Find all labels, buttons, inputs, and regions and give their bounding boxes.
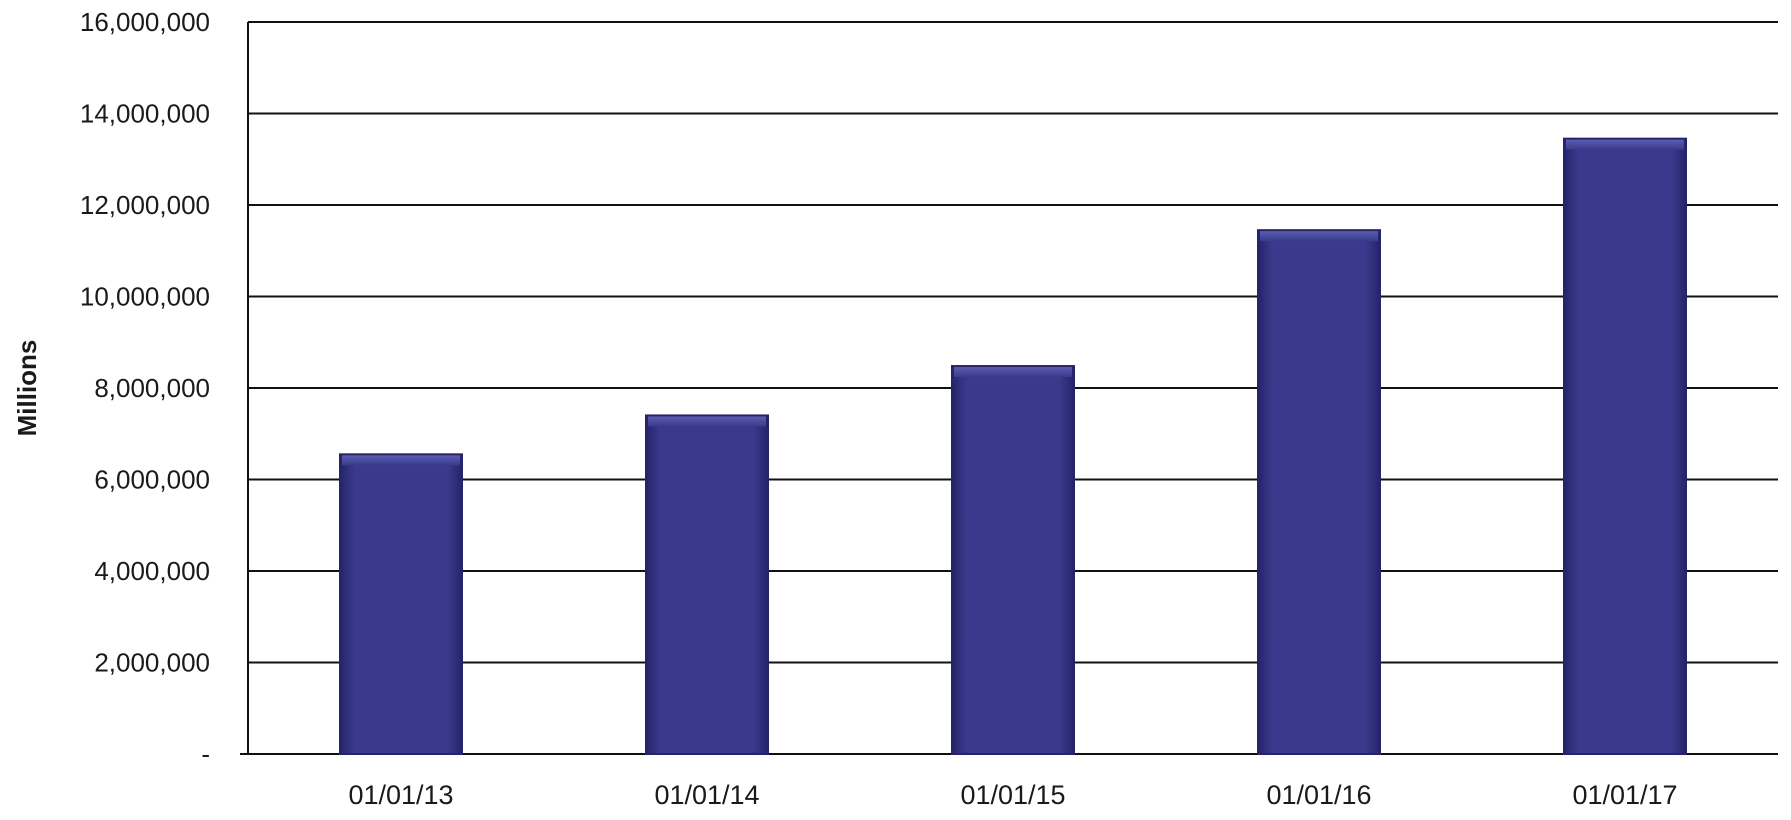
bar-cap <box>954 367 1072 378</box>
y-tick-label: 12,000,000 <box>80 190 210 220</box>
y-tick-label: 16,000,000 <box>80 7 210 37</box>
x-tick-labels: 01/01/13 01/01/14 01/01/15 01/01/16 01/01/17 <box>348 780 1677 810</box>
bar <box>1563 137 1687 756</box>
y-tick-label: 4,000,000 <box>94 556 210 586</box>
y-tick-label: - <box>201 739 210 769</box>
y-tick-labels: - 2,000,000 4,000,000 6,000,000 8,000,000 10,… <box>80 7 210 769</box>
y-tick-label: 2,000,000 <box>94 648 210 678</box>
y-tick-label: 10,000,000 <box>80 282 210 312</box>
bar <box>339 453 463 755</box>
y-tick-label: 14,000,000 <box>80 99 210 129</box>
bar-cap <box>342 455 460 466</box>
bar-cap <box>648 416 766 427</box>
y-tick-label: 6,000,000 <box>94 465 210 495</box>
bar-cap <box>1260 231 1378 242</box>
x-tick-label: 01/01/17 <box>1572 780 1677 810</box>
x-tick-label: 01/01/15 <box>960 780 1065 810</box>
x-tick-label: 01/01/13 <box>348 780 453 810</box>
x-tick-label: 01/01/16 <box>1266 780 1371 810</box>
y-tick-label: 8,000,000 <box>94 373 210 403</box>
bar <box>1257 229 1381 756</box>
y-axis-label: Millions <box>12 340 42 437</box>
bars <box>339 137 1687 756</box>
bar <box>645 414 769 755</box>
bar-cap <box>1566 139 1684 150</box>
x-tick-label: 01/01/14 <box>654 780 759 810</box>
bar <box>951 365 1075 755</box>
